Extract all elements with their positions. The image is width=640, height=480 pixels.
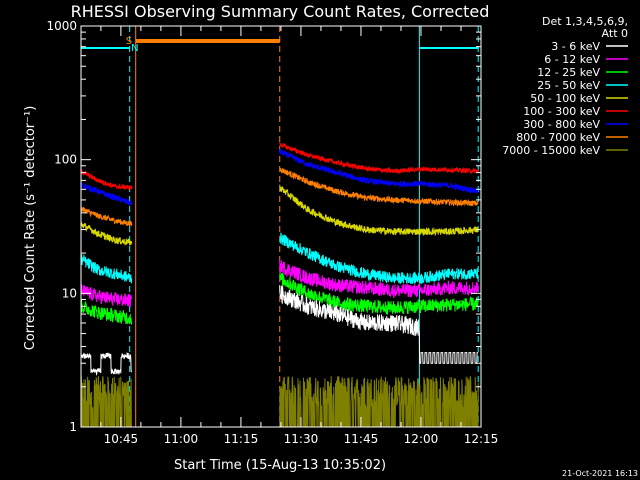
legend-label: 3 - 6 keV — [551, 40, 600, 53]
series-line-2-seg1 — [81, 206, 133, 227]
series-line-4-seg2 — [279, 142, 479, 175]
y-tick-label: 1 — [69, 420, 77, 434]
series-line-2-seg2 — [279, 167, 479, 207]
series-line-5-seg2 — [279, 184, 479, 237]
legend-label: 300 - 800 keV — [523, 118, 600, 131]
y-tick-label: 100 — [54, 153, 77, 167]
series-line-7-seg2 — [279, 259, 479, 299]
legend-label: 50 - 100 keV — [530, 92, 600, 105]
legend-label: 25 - 50 keV — [537, 79, 600, 92]
legend-header: Det 1,3,4,5,6,9, — [542, 15, 628, 28]
x-tick-label: 11:30 — [284, 432, 319, 446]
legend-label: 6 - 12 keV — [544, 53, 600, 66]
plot-frame: SN 1 10 100 1000 10:45 11:00 11:15 11:30 11:45 12:… — [46, 19, 498, 446]
series-line-1-seg2 — [279, 375, 479, 427]
plot-border — [80, 25, 482, 428]
legend-label: 7000 - 15000 keV — [502, 144, 600, 157]
series-line-7-seg1 — [81, 283, 133, 308]
marker-s: S — [126, 36, 132, 47]
series-line-3-seg1 — [81, 182, 133, 206]
footer-date: 21-Oct-2021 16:13 — [562, 469, 638, 478]
series-line-8-seg1 — [81, 299, 133, 325]
y-axis-label: Corrected Count Rate (s⁻¹ detector⁻¹) — [23, 106, 38, 351]
series-line-8-seg2 — [279, 272, 479, 315]
legend-label: 100 - 300 keV — [523, 105, 600, 118]
series-line-6-seg2 — [279, 232, 479, 285]
legend-label: 12 - 25 keV — [537, 66, 600, 79]
x-tick-label: 10:45 — [104, 432, 139, 446]
data-layer — [81, 26, 479, 427]
series-line-9-seg1 — [81, 352, 133, 376]
marker-n: N — [131, 43, 138, 54]
chart-title: RHESSI Observing Summary Count Rates, Co… — [71, 2, 490, 21]
x-axis-label: Start Time (15-Aug-13 10:35:02) — [174, 458, 386, 473]
x-tick-label: 12:15 — [464, 432, 499, 446]
x-tick-label: 11:00 — [164, 432, 199, 446]
y-tick-label: 10 — [62, 286, 77, 300]
series-line-6-seg1 — [81, 253, 133, 284]
series-line-1-seg1 — [81, 376, 132, 427]
y-tick-label: 1000 — [46, 19, 77, 33]
legend-label: 800 - 7000 keV — [516, 131, 600, 144]
series-line-3-seg2 — [279, 148, 479, 194]
series-line-5-seg1 — [81, 222, 133, 246]
series-line-4-seg1 — [81, 169, 133, 191]
x-tick-label: 12:00 — [404, 432, 439, 446]
x-tick-label: 11:45 — [344, 432, 379, 446]
legend-header: Att 0 — [602, 27, 628, 40]
series-line-9-seg2 — [279, 285, 479, 364]
x-tick-label: 11:15 — [224, 432, 259, 446]
